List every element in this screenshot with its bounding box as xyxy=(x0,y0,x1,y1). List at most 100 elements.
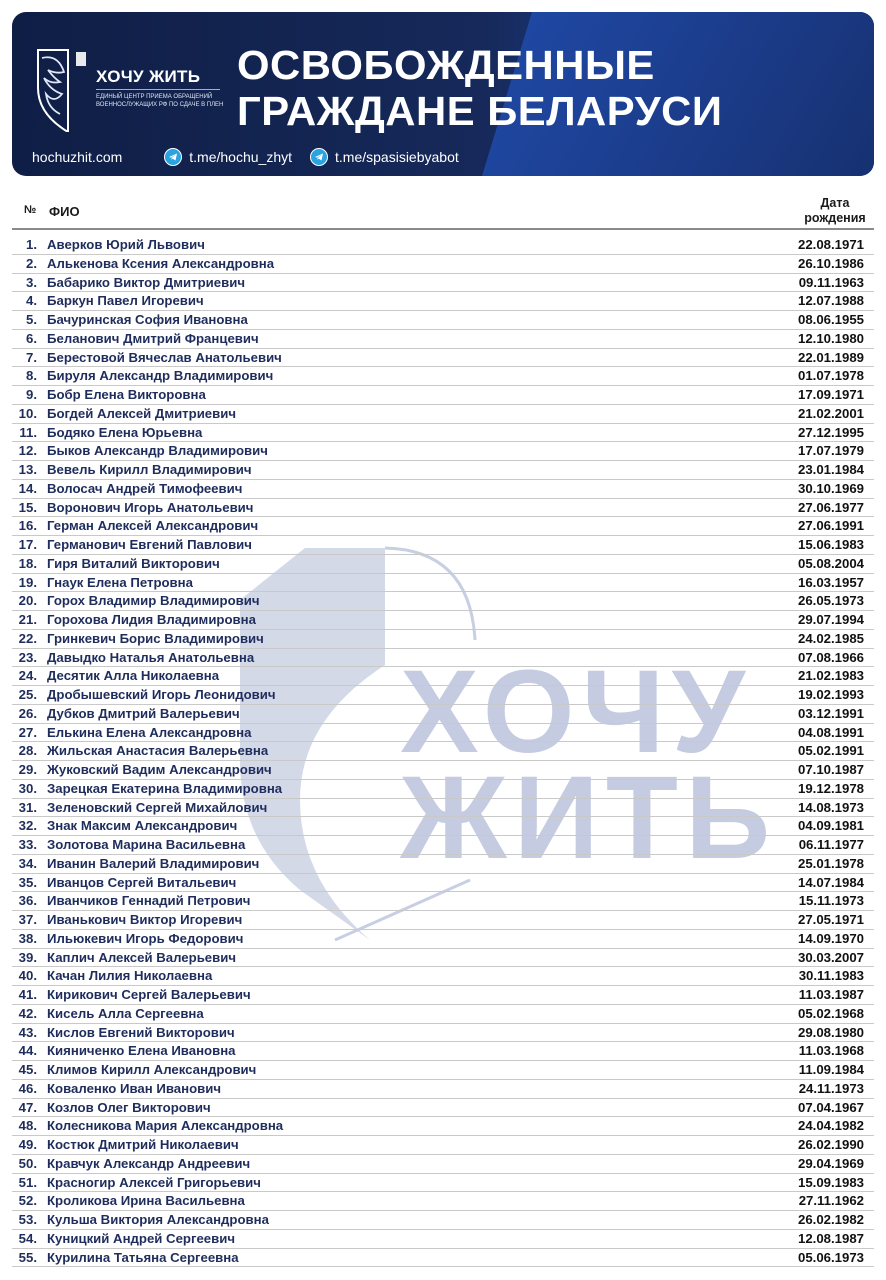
row-dob: 15.06.1983 xyxy=(797,537,864,552)
row-number: 41. xyxy=(18,987,37,1002)
row-number: 45. xyxy=(18,1062,37,1077)
table-row: 10. Богдей Алексей Дмитриевич 21.02.2001 xyxy=(12,405,874,424)
row-number: 11. xyxy=(19,424,37,440)
row-name: Жуковский Вадим Александрович xyxy=(47,762,272,777)
row-dob: 22.08.1971 xyxy=(797,237,864,252)
row-number: 32. xyxy=(18,818,37,834)
row-dob: 11.09.1984 xyxy=(798,1062,864,1077)
row-number: 28. xyxy=(18,743,37,759)
row-name: Давыдко Наталья Анатольевна xyxy=(47,649,255,665)
row-number: 24. xyxy=(18,668,37,684)
table-row: 47. Козлов Олег Викторович 07.04.1967 xyxy=(12,1099,874,1118)
table-row: 53. Кульша Виктория Александровна 26.02.19… xyxy=(12,1211,874,1230)
row-dob: 14.07.1984 xyxy=(797,874,864,890)
row-name: Кравчук Александр Андреевич xyxy=(47,1155,251,1171)
table-row: 49. Костюк Дмитрий Николаевич 26.02.1990 xyxy=(12,1136,874,1155)
telegram-icon xyxy=(164,148,183,166)
row-name: Волосач Андрей Тимофеевич xyxy=(47,480,243,496)
row-name: Кисель Алла Сергеевна xyxy=(47,1005,204,1021)
brand-divider xyxy=(96,89,220,90)
telegram-link-2[interactable]: t.me/spasisiebyabot xyxy=(335,149,459,165)
row-number: 16. xyxy=(18,518,37,534)
row-name: Зарецкая Екатерина Владимировна xyxy=(47,780,283,796)
row-number: 15. xyxy=(18,499,37,515)
row-dob: 27.05.1971 xyxy=(797,912,864,927)
table-row: 29. Жуковский Вадим Александрович 07.10.19… xyxy=(12,761,874,780)
table-row: 15. Воронович Игорь Анатольевич 27.06.1977 xyxy=(12,499,874,518)
row-dob: 01.07.1978 xyxy=(797,368,864,384)
row-number: 39. xyxy=(18,949,37,965)
row-number: 20. xyxy=(18,593,37,609)
row-dob: 19.02.1993 xyxy=(797,687,864,702)
table-row: 7. Берестовой Вячеслав Анатольевич 22.01.1… xyxy=(12,349,874,368)
telegram-link-1[interactable]: t.me/hochu_zhyt xyxy=(189,149,293,165)
row-dob: 23.01.1984 xyxy=(797,462,864,477)
row-dob: 30.03.2007 xyxy=(797,949,864,965)
table-row: 24. Десятик Алла Николаевна 21.02.1983 xyxy=(12,667,874,686)
row-name: Баркун Павел Игоревич xyxy=(47,293,204,309)
row-number: 5. xyxy=(26,312,37,327)
row-name: Курилина Татьяна Сергеевна xyxy=(47,1249,239,1265)
row-name: Ильюкевич Игорь Федорович xyxy=(47,930,244,946)
row-dob: 24.04.1982 xyxy=(797,1118,864,1134)
row-number: 12. xyxy=(18,443,37,459)
header-banner: ХОЧУ ЖИТЬ ЕДИНЫЙ ЦЕНТР ПРИЕМА ОБРАЩЕНИЙ … xyxy=(12,12,874,176)
header-dob: Дата рождения xyxy=(804,196,866,225)
row-name: Беланович Дмитрий Францевич xyxy=(47,330,259,346)
row-dob: 14.08.1973 xyxy=(797,799,864,815)
row-name: Иванцов Сергей Витальевич xyxy=(47,874,237,890)
telegram-icon xyxy=(310,148,329,166)
website-link[interactable]: hochuzhit.com xyxy=(32,149,123,165)
row-name: Кирикович Сергей Валерьевич xyxy=(47,987,251,1002)
row-name: Жильская Анастасия Валерьевна xyxy=(47,743,269,759)
table-row: 55. Курилина Татьяна Сергеевна 05.06.1973 xyxy=(12,1249,874,1268)
table-row: 26. Дубков Дмитрий Валерьевич 03.12.1991 xyxy=(12,705,874,724)
row-dob: 27.06.1991 xyxy=(797,518,864,534)
row-dob: 04.08.1991 xyxy=(797,724,864,740)
table-row: 43. Кислов Евгений Викторович 29.08.1980 xyxy=(12,1024,874,1043)
table-row: 44. Кияниченко Елена Ивановна 11.03.1968 xyxy=(12,1042,874,1061)
table-row: 13. Вевель Кирилл Владимирович 23.01.1984 xyxy=(12,461,874,480)
row-dob: 26.02.1990 xyxy=(797,1137,864,1152)
row-name: Кроликова Ирина Васильевна xyxy=(47,1193,245,1209)
row-number: 23. xyxy=(18,649,37,665)
row-dob: 17.07.1979 xyxy=(797,443,864,459)
row-number: 36. xyxy=(18,893,37,909)
table-row: 19. Гнаук Елена Петровна 16.03.1957 xyxy=(12,574,874,593)
header-name: ФИО xyxy=(49,204,80,219)
row-name: Бабарико Виктор Дмитриевич xyxy=(47,274,245,290)
table-row: 42. Кисель Алла Сергеевна 05.02.1968 xyxy=(12,1005,874,1024)
row-dob: 12.08.1987 xyxy=(797,1230,864,1246)
row-dob: 26.10.1986 xyxy=(797,255,864,271)
table-row: 18. Гиря Виталий Викторович 05.08.2004 xyxy=(12,555,874,574)
row-number: 48. xyxy=(18,1118,37,1134)
row-number: 6. xyxy=(26,330,37,346)
row-name: Иванькович Виктор Игоревич xyxy=(47,912,243,927)
row-dob: 15.09.1983 xyxy=(797,1174,864,1190)
brand-subtitle: ЕДИНЫЙ ЦЕНТР ПРИЕМА ОБРАЩЕНИЙ ВОЕННОСЛУЖ… xyxy=(96,94,224,108)
row-dob: 14.09.1970 xyxy=(797,930,864,946)
row-dob: 21.02.1983 xyxy=(797,668,864,684)
row-name: Каплич Алексей Валерьевич xyxy=(47,949,237,965)
row-name: Германович Евгений Павлович xyxy=(47,537,252,552)
table-row: 21. Горохова Лидия Владимировна 29.07.1994 xyxy=(12,611,874,630)
row-dob: 05.02.1991 xyxy=(797,743,864,759)
table-row: 31. Зеленовский Сергей Михайлович 14.08.19… xyxy=(12,799,874,818)
contact-links: hochuzhit.com t.me/hochu_zhyt t.me/spasi… xyxy=(32,148,459,166)
title-line-2: ГРАЖДАНЕ БЕЛАРУСИ xyxy=(237,88,723,134)
row-number: 29. xyxy=(18,762,37,777)
row-number: 4. xyxy=(26,293,37,309)
row-dob: 12.10.1980 xyxy=(797,330,864,346)
row-name: Бобр Елена Викторовна xyxy=(47,387,206,402)
table-row: 17. Германович Евгений Павлович 15.06.1983 xyxy=(12,536,874,555)
row-number: 13. xyxy=(18,462,37,477)
table-row: 37. Иванькович Виктор Игоревич 27.05.1971 xyxy=(12,911,874,930)
brand-name: ХОЧУ ЖИТЬ xyxy=(96,67,201,86)
row-number: 38. xyxy=(18,930,37,946)
row-name: Бируля Александр Владимирович xyxy=(47,368,274,384)
row-number: 19. xyxy=(18,574,37,590)
row-number: 1. xyxy=(26,237,37,252)
row-name: Золотова Марина Васильевна xyxy=(47,837,246,852)
title-line-1: ОСВОБОЖДЕННЫЕ xyxy=(237,42,655,88)
row-name: Елькина Елена Александровна xyxy=(47,724,252,740)
